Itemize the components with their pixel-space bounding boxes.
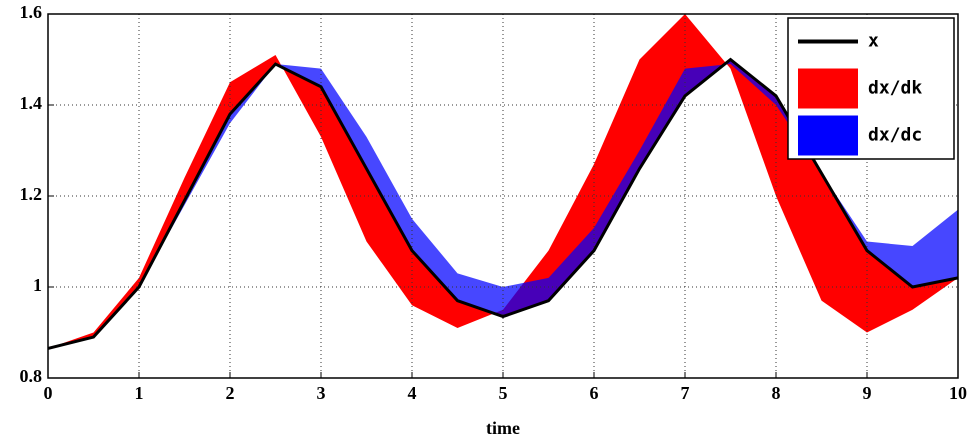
y-tick-label: 1.2 [20, 184, 43, 204]
legend-label: x [868, 31, 879, 52]
x-tick-label: 10 [949, 383, 967, 403]
y-tick-label: 0.8 [20, 366, 43, 386]
legend-label: dx/dk [868, 78, 922, 99]
x-tick-label: 7 [681, 383, 690, 403]
x-axis-label: time [486, 418, 520, 438]
x-tick-label: 5 [499, 383, 508, 403]
x-tick-label: 2 [226, 383, 235, 403]
x-tick-label: 4 [408, 383, 417, 403]
legend-label: dx/dc [868, 125, 922, 146]
y-tick-label: 1 [33, 275, 42, 295]
y-tick-label: 1.4 [20, 93, 43, 113]
x-tick-label: 9 [863, 383, 872, 403]
x-tick-label: 6 [590, 383, 599, 403]
x-tick-label: 3 [317, 383, 326, 403]
x-tick-label: 0 [44, 383, 53, 403]
x-tick-label: 1 [135, 383, 144, 403]
x-tick-label: 8 [772, 383, 781, 403]
legend-swatch [798, 115, 858, 156]
legend-swatch [798, 68, 858, 109]
y-tick-label: 1.6 [20, 2, 43, 22]
